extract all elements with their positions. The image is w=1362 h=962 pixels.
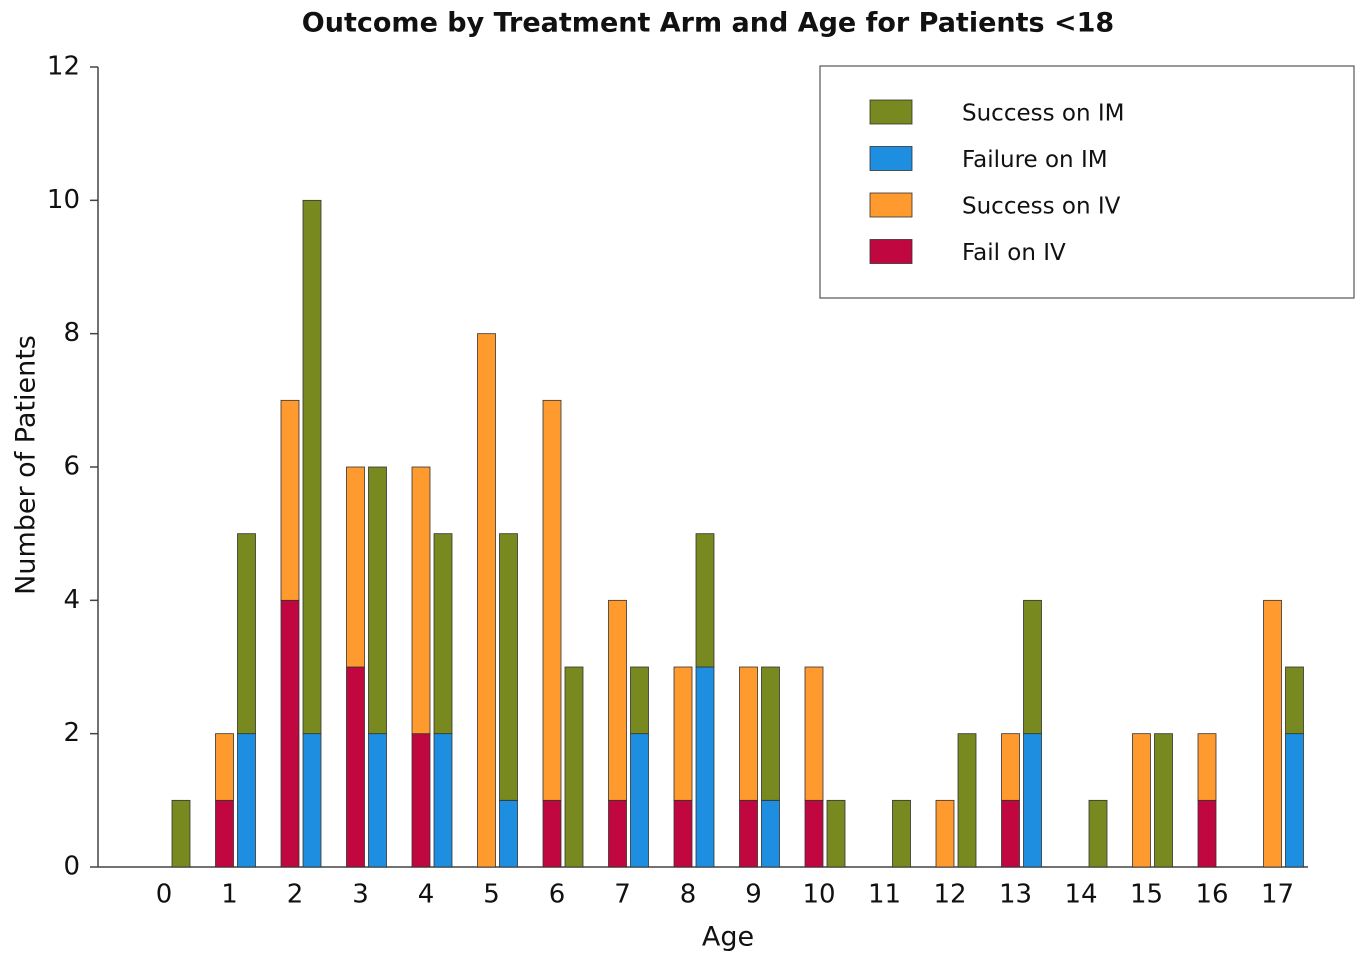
bar-segment <box>957 733 977 868</box>
bar-segment <box>346 466 365 668</box>
bar-segment <box>695 533 715 668</box>
x-tick-label: 12 <box>933 880 966 910</box>
x-tick-label: 4 <box>418 880 435 910</box>
bar-segment <box>1023 733 1042 868</box>
x-tick-label: 0 <box>156 880 173 910</box>
bar-segment <box>630 733 649 868</box>
x-tick-label: 3 <box>352 880 369 910</box>
bar-segment <box>761 799 780 868</box>
bar-segment <box>1023 599 1042 735</box>
x-tick-label: 11 <box>868 880 901 910</box>
bar-segment <box>542 799 562 868</box>
bar-segment <box>804 666 824 801</box>
x-tick-label: 7 <box>614 880 631 910</box>
bar-segment <box>564 666 584 868</box>
x-tick-label: 2 <box>287 880 304 910</box>
x-tick-label: 9 <box>745 880 762 910</box>
bar-segment <box>411 733 431 868</box>
bar-segment <box>433 733 453 868</box>
bar-segment <box>1132 733 1151 868</box>
x-tick-label: 17 <box>1261 880 1294 910</box>
bar-segment <box>1197 733 1217 801</box>
legend-label: Fail on IV <box>962 240 1066 266</box>
legend-swatch <box>869 99 913 125</box>
x-tick-label: 8 <box>680 880 697 910</box>
bar-segment <box>608 599 627 801</box>
bar-segment <box>739 666 758 801</box>
y-tick-label: 2 <box>63 718 80 748</box>
bar-segment <box>280 399 300 601</box>
bar-segment <box>302 199 322 735</box>
y-tick-label: 6 <box>63 452 80 482</box>
legend-label: Failure on IM <box>962 147 1108 173</box>
bar-segment <box>1001 799 1020 868</box>
bar-segment <box>1263 599 1282 868</box>
bar-segment <box>630 666 649 735</box>
bar-segment <box>237 733 256 868</box>
bar-segment <box>411 466 431 735</box>
bar-segment <box>346 666 365 868</box>
bar-segment <box>1285 733 1304 868</box>
x-tick-label: 14 <box>1064 880 1097 910</box>
x-axis-label: Age <box>702 922 754 953</box>
bar-segment <box>1154 733 1173 868</box>
bar-segment <box>237 533 256 735</box>
bar-segment <box>695 666 715 868</box>
bar-segment <box>280 599 300 868</box>
y-tick-label: 10 <box>47 185 80 215</box>
bar-segment <box>1088 799 1108 868</box>
bar-segment <box>1197 799 1217 868</box>
bar-segment <box>761 666 780 801</box>
x-tick-label: 13 <box>999 880 1032 910</box>
x-tick-label: 5 <box>483 880 500 910</box>
bar-segment <box>739 799 758 868</box>
bar-segment <box>215 733 234 801</box>
y-tick-label: 4 <box>63 585 80 615</box>
legend-label: Success on IM <box>962 101 1124 127</box>
y-tick-label: 8 <box>63 318 80 348</box>
y-axis-label: Number of Patients <box>11 335 42 595</box>
bar-segment <box>477 333 496 868</box>
bar-segment <box>171 799 191 868</box>
x-tick-label: 15 <box>1130 880 1163 910</box>
bar-segment <box>673 666 693 801</box>
bar-segment <box>499 533 518 801</box>
x-tick-label: 16 <box>1195 880 1228 910</box>
bar-segment <box>1285 666 1304 735</box>
legend-swatch <box>869 239 913 264</box>
chart-title: Outcome by Treatment Arm and Age for Pat… <box>302 8 1114 39</box>
bar-segment <box>608 799 627 868</box>
x-tick-label: 6 <box>549 880 566 910</box>
bar-segment <box>804 799 824 868</box>
bar-segment <box>673 799 693 868</box>
y-tick-label: 0 <box>63 852 80 882</box>
bar-segment <box>935 799 955 868</box>
legend-label: Success on IV <box>962 194 1121 220</box>
bar-segment <box>499 799 518 868</box>
legend-swatch <box>869 146 913 171</box>
bar-segment <box>826 799 846 868</box>
y-tick-label: 12 <box>47 52 80 82</box>
bar-segment <box>1001 733 1020 801</box>
x-tick-label: 1 <box>221 880 238 910</box>
bar-segment <box>542 399 562 801</box>
x-tick-label: 10 <box>802 880 835 910</box>
bar-segment <box>302 733 322 868</box>
legend-swatch <box>869 192 913 218</box>
bar-segment <box>892 799 911 868</box>
bar-segment <box>433 533 453 735</box>
bar-segment <box>368 733 387 868</box>
bar-segment <box>215 799 234 868</box>
bar-segment <box>368 466 387 735</box>
